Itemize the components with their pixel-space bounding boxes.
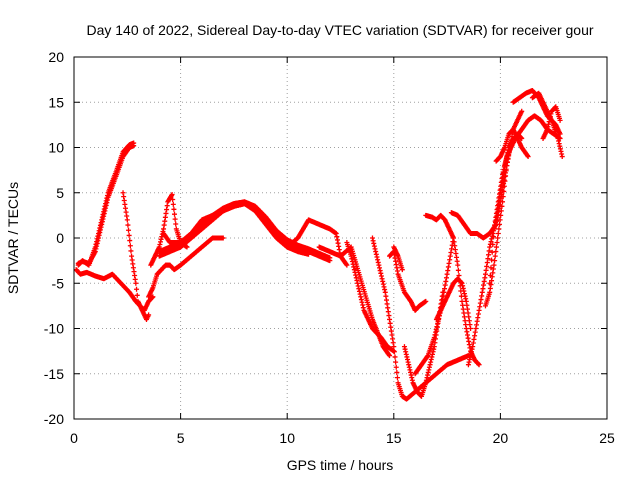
- data-point-marker: [496, 226, 502, 232]
- x-tick-label: 5: [177, 430, 185, 446]
- data-point-marker: [387, 353, 393, 359]
- data-point-marker: [171, 206, 177, 212]
- y-tick-label: 0: [56, 230, 64, 246]
- data-point-marker: [559, 154, 565, 160]
- data-point-marker: [127, 238, 133, 244]
- data-point-marker: [393, 364, 399, 370]
- axis-tick-labels: 0 5 10 15 20 25 -20 -15 -10 -5 0 5 10 15 20: [44, 49, 615, 446]
- y-tick-label: -15: [44, 366, 64, 382]
- data-point-marker: [492, 253, 498, 259]
- x-tick-label: 10: [279, 430, 295, 446]
- data-point-marker: [124, 217, 130, 223]
- data-marks: [73, 87, 565, 402]
- data-point-marker: [344, 262, 350, 268]
- data-point-marker: [455, 267, 461, 273]
- plot-frame: [73, 56, 608, 420]
- data-point-marker: [128, 248, 134, 254]
- data-point-marker: [146, 312, 152, 318]
- data-point-marker: [468, 326, 474, 331]
- data-point-marker: [127, 243, 133, 249]
- data-point-marker: [487, 272, 493, 278]
- x-tick-label: 0: [70, 430, 78, 446]
- x-tick-label: 25: [599, 430, 615, 446]
- data-point-marker: [487, 280, 493, 286]
- y-tick-label: 20: [48, 49, 64, 65]
- data-point-marker: [489, 249, 495, 255]
- data-point-marker: [134, 292, 140, 298]
- data-point-marker: [476, 362, 482, 368]
- x-tick-label: 15: [386, 430, 402, 446]
- data-point-marker: [503, 173, 509, 179]
- data-point-marker: [220, 235, 226, 241]
- data-point-marker: [497, 217, 503, 223]
- axis-ticks: [73, 56, 608, 420]
- data-point-marker: [496, 221, 502, 227]
- data-point-marker: [519, 135, 525, 141]
- data-point-marker: [490, 234, 496, 240]
- data-point-marker: [391, 349, 397, 355]
- y-tick-label: -10: [44, 321, 64, 337]
- data-point-marker: [500, 199, 506, 205]
- data-point-marker: [394, 375, 400, 381]
- data-point-marker: [169, 192, 175, 198]
- data-point-marker: [490, 241, 496, 247]
- data-point-marker: [493, 244, 499, 250]
- data-point-marker: [455, 262, 461, 268]
- data-point-marker: [557, 131, 563, 137]
- data-point-marker: [519, 108, 525, 114]
- data-point-marker: [525, 154, 531, 160]
- y-tick-label: -20: [44, 411, 64, 427]
- data-point-marker: [500, 194, 506, 200]
- data-point-marker: [150, 294, 156, 300]
- data-point-marker: [491, 262, 497, 268]
- y-axis-label: SDTVAR / TECUs: [5, 182, 21, 294]
- data-point-marker: [131, 143, 137, 149]
- data-point-marker: [172, 216, 178, 222]
- chart-title: Day 140 of 2022, Sidereal Day-to-day VTE…: [86, 22, 593, 38]
- data-point-marker: [125, 222, 131, 228]
- data-point-marker: [170, 196, 176, 202]
- data-point-marker: [498, 212, 504, 218]
- data-point-marker: [134, 286, 140, 292]
- data-point-marker: [399, 267, 405, 273]
- grid-lines: [74, 57, 607, 419]
- data-point-marker: [494, 240, 500, 246]
- x-tick-label: 20: [493, 430, 509, 446]
- data-point-marker: [172, 211, 178, 217]
- data-point-marker: [495, 230, 501, 236]
- data-point-marker: [133, 280, 139, 286]
- data-point-marker: [184, 244, 190, 250]
- y-tick-label: 5: [56, 185, 64, 201]
- data-point-marker: [489, 257, 495, 263]
- data-point-marker: [502, 178, 508, 184]
- data-point-marker: [126, 227, 132, 233]
- data-point-marker: [126, 232, 132, 238]
- data-point-marker: [499, 203, 505, 209]
- data-point-marker: [423, 298, 429, 304]
- data-point-marker: [327, 255, 333, 261]
- y-tick-label: -5: [52, 275, 65, 291]
- data-point-marker: [392, 354, 398, 360]
- data-point-marker: [391, 344, 397, 350]
- data-point-marker: [501, 188, 507, 194]
- data-point-marker: [557, 117, 563, 123]
- x-axis-label: GPS time / hours: [287, 457, 394, 473]
- data-point-marker: [170, 201, 176, 207]
- data-point-marker: [488, 265, 494, 271]
- data-point-marker: [394, 369, 400, 375]
- data-point-marker: [393, 359, 399, 365]
- data-point-marker: [498, 208, 504, 214]
- y-tick-label: 15: [48, 94, 64, 110]
- y-tick-label: 10: [48, 140, 64, 156]
- data-point-marker: [173, 221, 179, 227]
- data-point-marker: [495, 235, 501, 241]
